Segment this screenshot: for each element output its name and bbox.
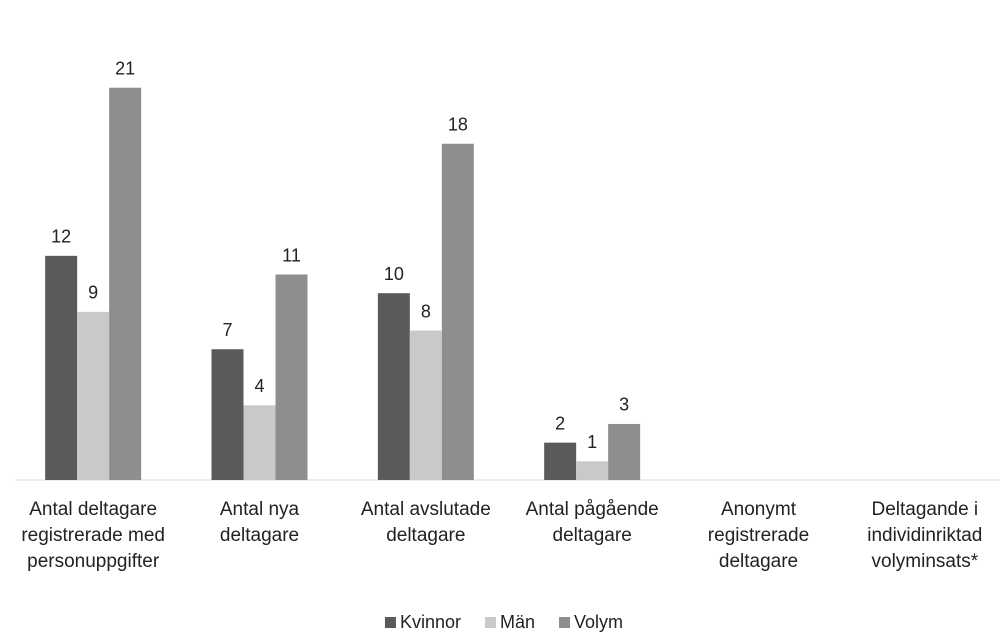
data-label: 9 [88, 283, 98, 303]
data-label: 2 [555, 413, 565, 433]
x-tick-label: Antal nya deltagare [219, 499, 300, 546]
bar [409, 330, 442, 480]
x-tick-label: Deltagande i individinriktad volyminsats… [867, 499, 983, 572]
bar [211, 349, 244, 480]
bar [45, 255, 78, 480]
bar [275, 274, 308, 480]
data-label: 11 [282, 245, 301, 265]
bar [544, 442, 577, 480]
legend-swatch [484, 617, 496, 628]
bar [576, 461, 609, 480]
bar [109, 87, 142, 480]
legend-label: Kvinnor [400, 612, 461, 632]
bar [377, 293, 410, 480]
legend-swatch [384, 617, 396, 628]
data-label: 8 [421, 301, 431, 321]
legend-swatch [559, 617, 571, 628]
bar [77, 311, 110, 480]
data-label: 1 [587, 432, 597, 452]
data-label: 18 [448, 115, 468, 135]
data-label: 12 [51, 227, 71, 247]
data-label: 4 [254, 376, 264, 396]
x-tick-label: Antal pågående deltagare [525, 499, 659, 546]
data-label: 3 [619, 395, 629, 415]
bar [608, 423, 641, 480]
data-label: 10 [384, 264, 404, 284]
bar [441, 143, 474, 480]
data-label: 7 [222, 320, 232, 340]
legend-label: Män [500, 612, 535, 632]
x-tick-label: Antal deltagare registrerade med personu… [21, 499, 165, 572]
x-tick-label: Antal avslutade deltagare [360, 499, 491, 546]
x-tick-label: Anonymt registrerade deltagare [707, 499, 810, 572]
legend-label: Volym [574, 612, 623, 632]
bar [243, 405, 276, 480]
data-label: 21 [115, 58, 135, 78]
